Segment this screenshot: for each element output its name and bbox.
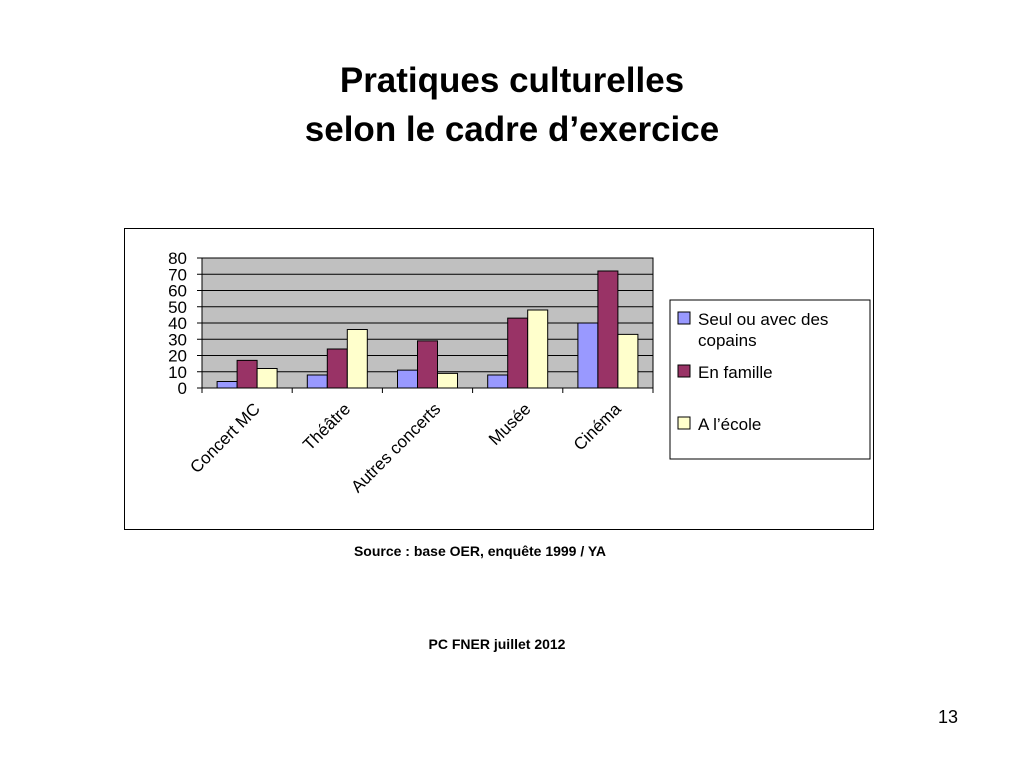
- bar: [597, 270, 619, 389]
- bar: [577, 322, 599, 389]
- bar: [617, 333, 639, 389]
- y-tick-label: 20: [168, 347, 187, 366]
- bar: [487, 374, 509, 389]
- y-tick-label: 60: [168, 282, 187, 301]
- legend-swatch: [677, 416, 691, 430]
- source-note: Source : base OER, enquête 1999 / YA: [353, 543, 607, 559]
- legend: Seul ou avec des copains En famille A l’éco…: [669, 299, 871, 460]
- bar: [346, 329, 368, 389]
- bar: [306, 374, 328, 389]
- x-category-label: Concert MC: [186, 399, 264, 477]
- bar: [256, 368, 278, 389]
- y-tick-label: 0: [178, 379, 187, 398]
- y-tick-label: 30: [168, 330, 187, 349]
- y-tick-label: 10: [168, 363, 187, 382]
- legend-label: En famille: [698, 363, 773, 382]
- legend-label: Seul ou avec des copains: [698, 310, 828, 350]
- x-category-label: Cinéma: [570, 399, 625, 454]
- bar: [326, 348, 348, 389]
- bar: [507, 317, 529, 389]
- x-category-label: Autres concerts: [347, 399, 444, 496]
- page-number: 13: [938, 707, 959, 727]
- footer-text: PC FNER juillet 2012: [428, 636, 566, 652]
- legend-label: A l’école: [698, 415, 761, 434]
- bar: [417, 340, 438, 389]
- chart-frame: 0 10 20 30 40 50 60 70 80 Concert MC Théâtre Autres…: [124, 228, 874, 530]
- y-tick-label: 50: [168, 298, 187, 317]
- slide-title-line-1: Pratiques culturelles: [339, 61, 685, 100]
- bar: [397, 369, 418, 389]
- slide-title-line-2: selon le cadre d’exercice: [304, 110, 720, 149]
- legend-swatch: [677, 364, 691, 378]
- bar: [236, 359, 258, 389]
- y-tick-label: 70: [168, 265, 187, 284]
- y-tick-label: 40: [168, 314, 187, 333]
- y-tick-label: 80: [168, 249, 187, 268]
- x-category-label: Théâtre: [299, 399, 354, 454]
- legend-box: [669, 299, 871, 460]
- bar: [527, 309, 549, 389]
- x-category-label: Musée: [485, 399, 535, 449]
- legend-swatch: [677, 311, 691, 325]
- bar: [437, 372, 458, 389]
- bar: [216, 381, 238, 389]
